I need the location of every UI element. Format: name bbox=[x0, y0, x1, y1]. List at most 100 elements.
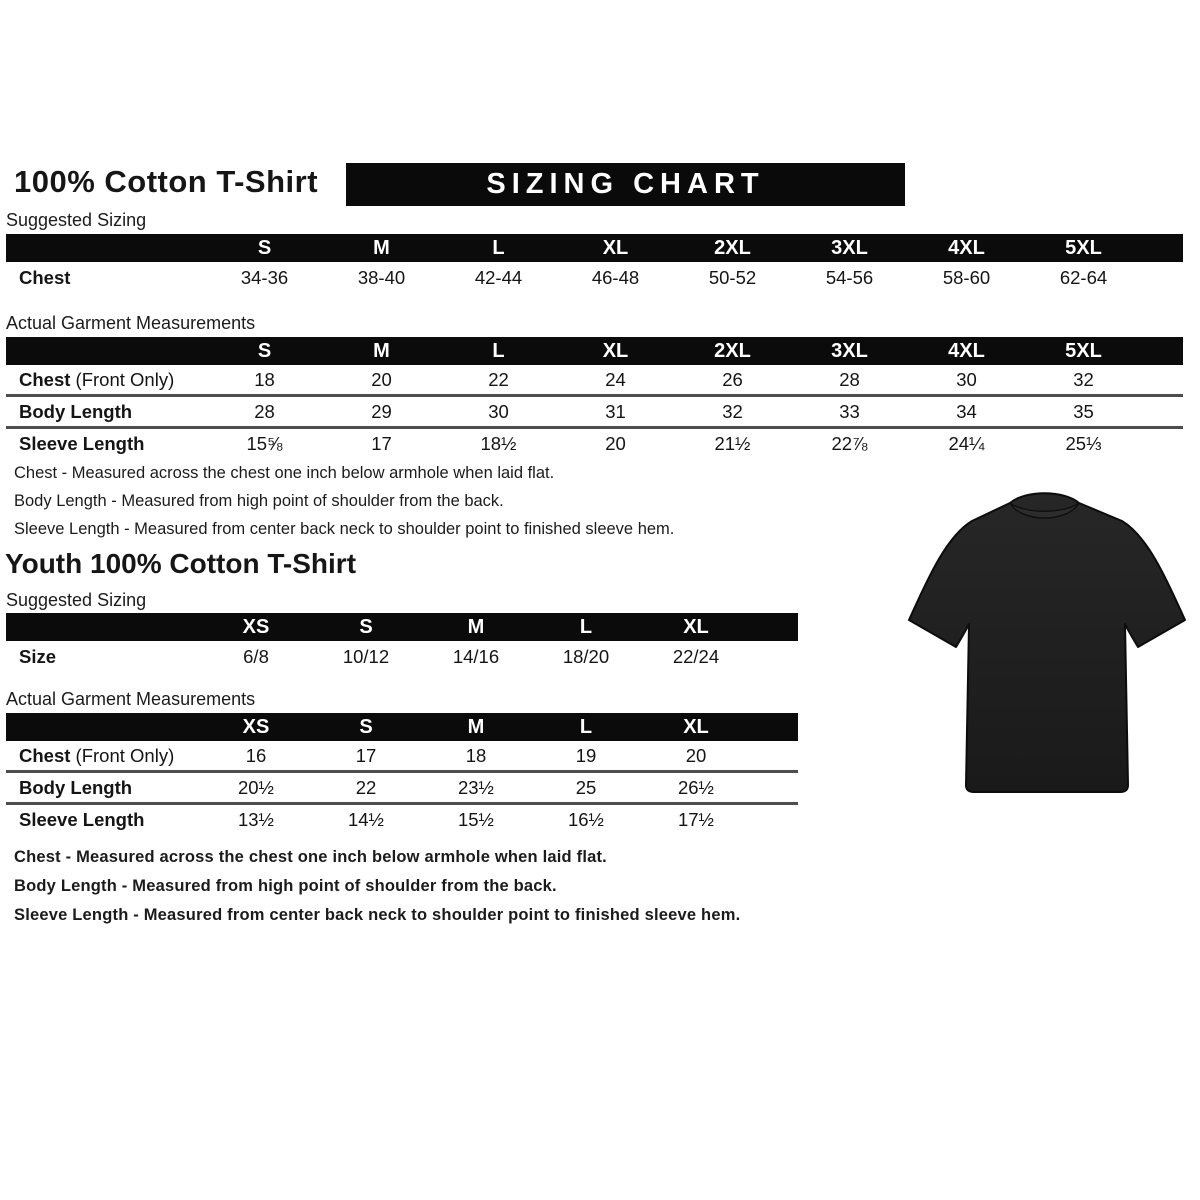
adult-suggested-sizing-label: Suggested Sizing bbox=[6, 210, 147, 230]
measurement-value: 46-48 bbox=[591, 266, 640, 288]
row-spacer bbox=[1142, 262, 1183, 293]
size-column-header: S bbox=[311, 613, 421, 641]
measurement-value: 6/8 bbox=[243, 645, 269, 667]
size-header-spacer bbox=[6, 613, 201, 641]
youth-garment-measurements-table: XS S M L XL Chest (Front Only) 16 17 18 19 20 Body … bbox=[6, 713, 798, 834]
measurement-value: 34 bbox=[908, 394, 1025, 428]
adult-measurement-notes: Chest - Measured across the chest one in… bbox=[14, 459, 674, 543]
size-column-header: 5XL bbox=[1025, 337, 1142, 365]
measurement-value: 30 bbox=[440, 394, 557, 428]
row-label: Sleeve Length bbox=[6, 802, 201, 834]
measurement-value: 13½ bbox=[201, 802, 311, 834]
measurement-value: 31 bbox=[557, 394, 674, 428]
measurement-value: 22 bbox=[311, 770, 421, 804]
measurement-value: 18/20 bbox=[562, 645, 610, 667]
tshirt-right-sleeve-seam bbox=[1124, 623, 1139, 648]
measurement-row: Chest (Front Only) 18 20 22 24 26 28 30 32 bbox=[6, 365, 1183, 396]
size-header-spacer bbox=[751, 713, 798, 741]
measurement-row: Body Length 20½ 22 23½ 25 26½ bbox=[6, 770, 798, 804]
black-tshirt-image bbox=[897, 477, 1192, 813]
measurement-value: 26½ bbox=[641, 770, 751, 804]
measurement-value: 18 bbox=[465, 744, 487, 766]
row-spacer bbox=[751, 641, 798, 672]
measurement-value: 34-36 bbox=[240, 266, 289, 288]
sizing-chart-banner-label: SIZING CHART bbox=[486, 168, 765, 200]
measurement-value: 23½ bbox=[421, 770, 531, 804]
sizing-chart-banner: SIZING CHART bbox=[346, 163, 905, 206]
tshirt-body bbox=[908, 492, 1186, 793]
size-column-header: L bbox=[440, 234, 557, 262]
measurement-value: 26 bbox=[722, 368, 743, 390]
size-column-header: S bbox=[206, 337, 323, 365]
tshirt-graphic bbox=[908, 492, 1186, 793]
measurement-value: 20 bbox=[685, 744, 707, 766]
row-label: Chest bbox=[19, 266, 71, 288]
size-column-header: 2XL bbox=[674, 337, 791, 365]
youth-garment-measurements-label: Actual Garment Measurements bbox=[6, 689, 256, 709]
size-column-header: 3XL bbox=[791, 234, 908, 262]
size-header-row: XS S M L XL bbox=[6, 613, 798, 641]
size-column-header: S bbox=[311, 713, 421, 741]
measurement-value: 42-44 bbox=[474, 266, 523, 288]
size-header-spacer bbox=[1142, 234, 1183, 262]
size-column-header: 4XL bbox=[908, 337, 1025, 365]
size-column-header: L bbox=[531, 613, 641, 641]
measurement-value: 24¼ bbox=[908, 426, 1025, 458]
size-column-header: XL bbox=[641, 713, 751, 741]
measurement-value: 25⅓ bbox=[1025, 426, 1142, 458]
size-column-header: XS bbox=[201, 613, 311, 641]
youth-title: Youth 100% Cotton T-Shirt bbox=[5, 548, 357, 579]
measurement-value: 50-52 bbox=[708, 266, 757, 288]
measurement-value: 16½ bbox=[531, 802, 641, 834]
measurement-value: 33 bbox=[791, 394, 908, 428]
measurement-note: Body Length - Measured from high point o… bbox=[14, 492, 504, 510]
measurement-note: Body Length - Measured from high point o… bbox=[14, 877, 557, 895]
row-spacer bbox=[751, 741, 798, 772]
size-column-header: 2XL bbox=[674, 234, 791, 262]
measurement-value: 29 bbox=[323, 394, 440, 428]
measurement-row: Size 6/8 10/12 14/16 18/20 22/24 bbox=[6, 641, 798, 672]
size-column-header: 3XL bbox=[791, 337, 908, 365]
measurement-value: 58-60 bbox=[942, 266, 991, 288]
measurement-value: 17½ bbox=[641, 802, 751, 834]
measurement-value: 22/24 bbox=[672, 645, 720, 667]
measurement-value: 32 bbox=[674, 394, 791, 428]
measurement-row: Chest (Front Only) 16 17 18 19 20 bbox=[6, 741, 798, 772]
size-column-header: XL bbox=[557, 234, 674, 262]
youth-suggested-sizing-table: XS S M L XL Size 6/8 10/12 14/16 18/20 22/24 bbox=[6, 613, 798, 672]
size-column-header: M bbox=[421, 613, 531, 641]
size-column-header: M bbox=[323, 234, 440, 262]
tshirt-left-sleeve-seam bbox=[955, 623, 970, 648]
size-column-header: M bbox=[421, 713, 531, 741]
measurement-row: Body Length 28 29 30 31 32 33 34 35 bbox=[6, 394, 1183, 428]
size-column-header: XS bbox=[201, 713, 311, 741]
size-column-header: M bbox=[323, 337, 440, 365]
measurement-value: 21½ bbox=[674, 426, 791, 458]
measurement-value: 30 bbox=[956, 368, 977, 390]
measurement-value: 22 bbox=[488, 368, 509, 390]
size-header-spacer bbox=[6, 337, 206, 365]
measurement-value: 28 bbox=[839, 368, 860, 390]
size-column-header: XL bbox=[641, 613, 751, 641]
row-spacer bbox=[1142, 394, 1183, 428]
measurement-value: 16 bbox=[245, 744, 267, 766]
size-header-row: S M L XL 2XL 3XL 4XL 5XL bbox=[6, 234, 1183, 262]
measurement-value: 20 bbox=[371, 368, 392, 390]
row-spacer bbox=[1142, 426, 1183, 458]
measurement-row: Sleeve Length 13½ 14½ 15½ 16½ 17½ bbox=[6, 802, 798, 834]
measurement-value: 35 bbox=[1025, 394, 1142, 428]
measurement-value: 15½ bbox=[421, 802, 531, 834]
measurement-value: 14½ bbox=[311, 802, 421, 834]
youth-measurement-notes: Chest - Measured across the chest one in… bbox=[14, 843, 740, 930]
size-header-spacer bbox=[751, 613, 798, 641]
measurement-value: 62-64 bbox=[1059, 266, 1108, 288]
measurement-row: Sleeve Length 15⅝ 17 18½ 20 21½ 22⅞ 24¼ 25⅓ bbox=[6, 426, 1183, 458]
adult-garment-measurements-table: S M L XL 2XL 3XL 4XL 5XL Chest (Front Only) 18 20 2… bbox=[6, 337, 1183, 458]
measurement-value: 14/16 bbox=[452, 645, 500, 667]
size-header-spacer bbox=[6, 713, 201, 741]
measurement-value: 28 bbox=[206, 394, 323, 428]
youth-suggested-sizing-label: Suggested Sizing bbox=[6, 590, 147, 610]
size-header-spacer bbox=[6, 234, 206, 262]
row-label: Body Length bbox=[6, 394, 206, 428]
measurement-value: 22⅞ bbox=[791, 426, 908, 458]
